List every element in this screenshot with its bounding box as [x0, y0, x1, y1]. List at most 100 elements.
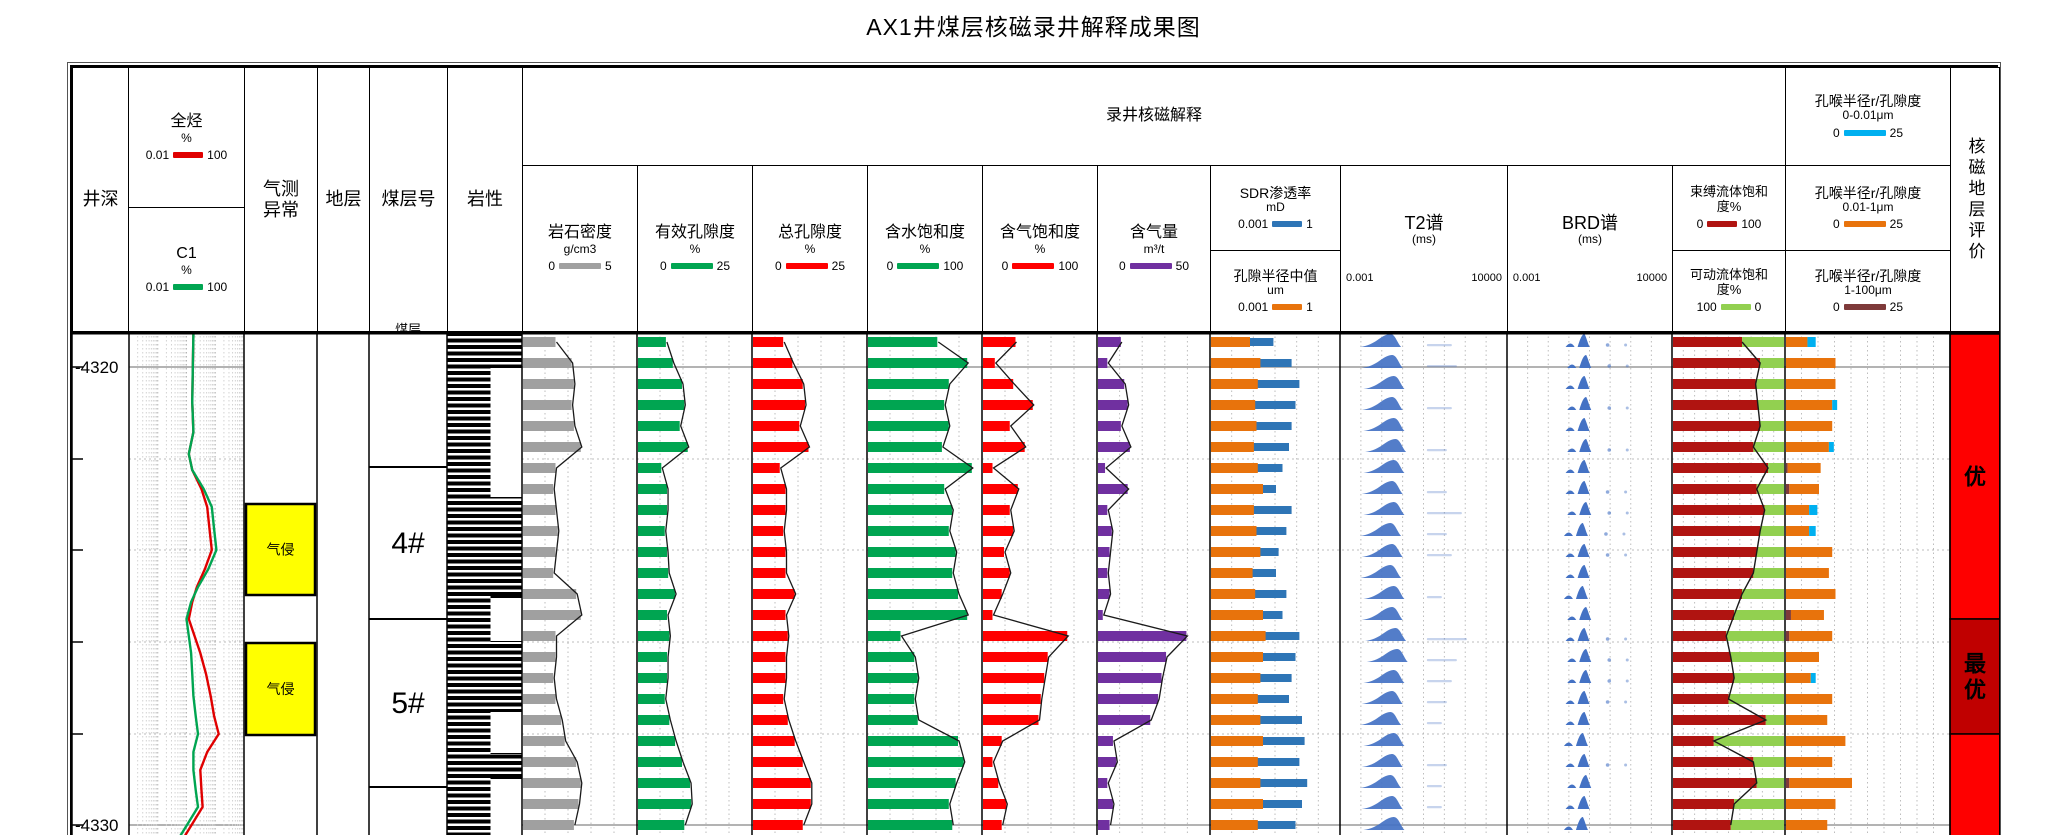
- pore-radius-legend-bar: [1272, 304, 1303, 311]
- track-eff-por-bars: [638, 337, 693, 830]
- header-gas-total: 全烃 % 0.01 100: [128, 67, 245, 208]
- sdr-max: 1: [1306, 217, 1313, 232]
- header-bound-fluid: 束缚流体饱和度% 0 100: [1672, 165, 1786, 251]
- depth-value: -4330: [75, 816, 118, 835]
- sw-unit: %: [919, 241, 931, 256]
- density-title: 岩石密度: [547, 224, 612, 242]
- density-legend-bar: [559, 262, 601, 269]
- density-min: 0: [548, 258, 555, 273]
- evaluation-grade: 优: [1964, 678, 1986, 703]
- sw-legend: 0 100: [887, 259, 964, 273]
- column-borders: [72, 332, 2000, 835]
- gas-total-title: 全烃: [170, 113, 203, 131]
- eff-por-legend: 0 25: [660, 259, 730, 273]
- evaluation-grade: 最: [1964, 652, 1987, 677]
- group-title: 录井核磁解释: [1105, 107, 1202, 125]
- header-sdr: SDR渗透率 mD 0.001 1: [1210, 165, 1341, 251]
- grid-lines: [129, 332, 2000, 835]
- header-movable-fluid: 可动流体饱和度% 100 0: [1672, 250, 1786, 332]
- track-throat-bars: [1786, 337, 1852, 830]
- brd-min: 0.001: [1512, 272, 1541, 285]
- pore-radius-max: 1: [1306, 300, 1313, 315]
- evaluation-block: [1949, 618, 2000, 735]
- depth-axis: -4320 -4330: [72, 358, 118, 835]
- tot-por-legend-bar: [785, 262, 828, 269]
- gas-content-legend-bar: [1129, 262, 1172, 269]
- sg-unit: %: [1034, 241, 1046, 256]
- gas-anomaly-label: 气侵: [267, 681, 295, 697]
- sw-legend-bar: [897, 262, 940, 269]
- header-lithology: 岩性: [447, 67, 523, 332]
- track-density-bars: [523, 337, 583, 830]
- brd-unit: (ms): [1578, 232, 1602, 247]
- t2-max: 10000: [1471, 272, 1503, 285]
- gas-total-min: 0.01: [145, 147, 170, 162]
- gas-c1-unit: %: [181, 262, 192, 277]
- t2-unit: (ms): [1412, 232, 1436, 247]
- sg-min: 0: [1001, 258, 1009, 273]
- throat2-legend-bar: [1843, 221, 1886, 228]
- gas-anomaly-box: [244, 502, 317, 597]
- tot-por-legend: 0 25: [775, 259, 845, 273]
- throat1-min: 0: [1832, 125, 1840, 140]
- movable-fluid-max: 0: [1754, 300, 1762, 315]
- sg-legend: 0 100: [1002, 259, 1079, 273]
- header-tot-por: 总孔隙度 % 0 25: [752, 165, 868, 332]
- eff-por-legend-bar: [670, 262, 713, 269]
- seam-number-value: 4#: [391, 527, 425, 560]
- bound-fluid-min: 0: [1696, 217, 1704, 232]
- header-group-nmr: 录井核磁解释: [522, 67, 1786, 166]
- c1-curve: [179, 333, 218, 835]
- gas-c1-legend: 0.01 100: [146, 280, 227, 294]
- throat2-title: 孔喉半径r/孔隙度: [1814, 184, 1922, 201]
- pore-radius-legend: 0.001 1: [1238, 300, 1313, 314]
- sdr-unit: mD: [1266, 199, 1285, 214]
- track-brd-spectra: [1563, 334, 1629, 830]
- track-fluid-bars: [1673, 337, 1784, 830]
- throat2-legend: 0 25: [1833, 217, 1903, 231]
- header-sg: 含气饱和度 % 0 100: [982, 165, 1098, 332]
- header-brd: BRD谱 (ms) 0.001 10000: [1507, 165, 1673, 332]
- gas-anomaly-label: 气侵: [267, 542, 295, 558]
- track-tot-por-bars: [753, 337, 813, 830]
- header-evaluation: 核磁地层评价: [1950, 67, 2000, 332]
- eff-por-max: 25: [716, 258, 731, 273]
- sw-title: 含水饱和度: [884, 224, 965, 242]
- header-throat2: 孔喉半径r/孔隙度 0.01-1μm 0 25: [1785, 165, 1951, 251]
- sdr-legend-bar: [1272, 221, 1303, 228]
- throat3-legend: 0 25: [1833, 300, 1903, 314]
- lithology-label: 岩性: [467, 189, 503, 210]
- bound-fluid-legend: 0 100: [1697, 217, 1762, 231]
- gas-content-legend: 0 50: [1119, 259, 1189, 273]
- depth-value: -4320: [75, 358, 118, 377]
- gas-total-legend-bar: [173, 151, 204, 158]
- evaluation-label: 核磁地层评价: [1965, 136, 1985, 263]
- sg-title: 含气饱和度: [999, 224, 1080, 242]
- throat1-max: 25: [1889, 125, 1904, 140]
- track-t2-spectra: [1360, 333, 1467, 830]
- page-title: AX1井煤层核磁录井解释成果图: [866, 14, 1201, 40]
- gas-total-legend: 0.01 100: [146, 148, 227, 162]
- gas-content-title: 含气量: [1129, 224, 1178, 242]
- seam-number-label: 煤层号: [381, 189, 436, 210]
- gas-curves: [179, 333, 220, 835]
- gas-anomaly-label: 气测异常: [263, 178, 299, 220]
- lithology-column: [447, 334, 522, 835]
- header-seam-number: 煤层号: [369, 67, 448, 332]
- track-gas-content-bars: [1098, 337, 1189, 830]
- eff-por-title: 有效孔隙度: [654, 224, 735, 242]
- gas-c1-max: 100: [207, 279, 228, 294]
- t2-axis: 0.001 10000: [1346, 272, 1502, 284]
- sw-max: 100: [943, 258, 964, 273]
- gas-anomaly-box: [244, 641, 317, 737]
- throat1-title: 孔喉半径r/孔隙度: [1814, 93, 1922, 110]
- strata-label: 地层: [325, 189, 362, 210]
- bound-fluid-title: 束缚流体饱和度%: [1689, 183, 1768, 214]
- gas-total-max: 100: [207, 147, 228, 162]
- gas-c1-title: C1: [176, 245, 197, 263]
- throat2-min: 0: [1832, 217, 1840, 232]
- gas-content-unit: m³/t: [1143, 241, 1165, 256]
- header-gas-c1: C1 % 0.01 100: [128, 207, 245, 332]
- header-t2: T2谱 (ms) 0.001 10000: [1340, 165, 1508, 332]
